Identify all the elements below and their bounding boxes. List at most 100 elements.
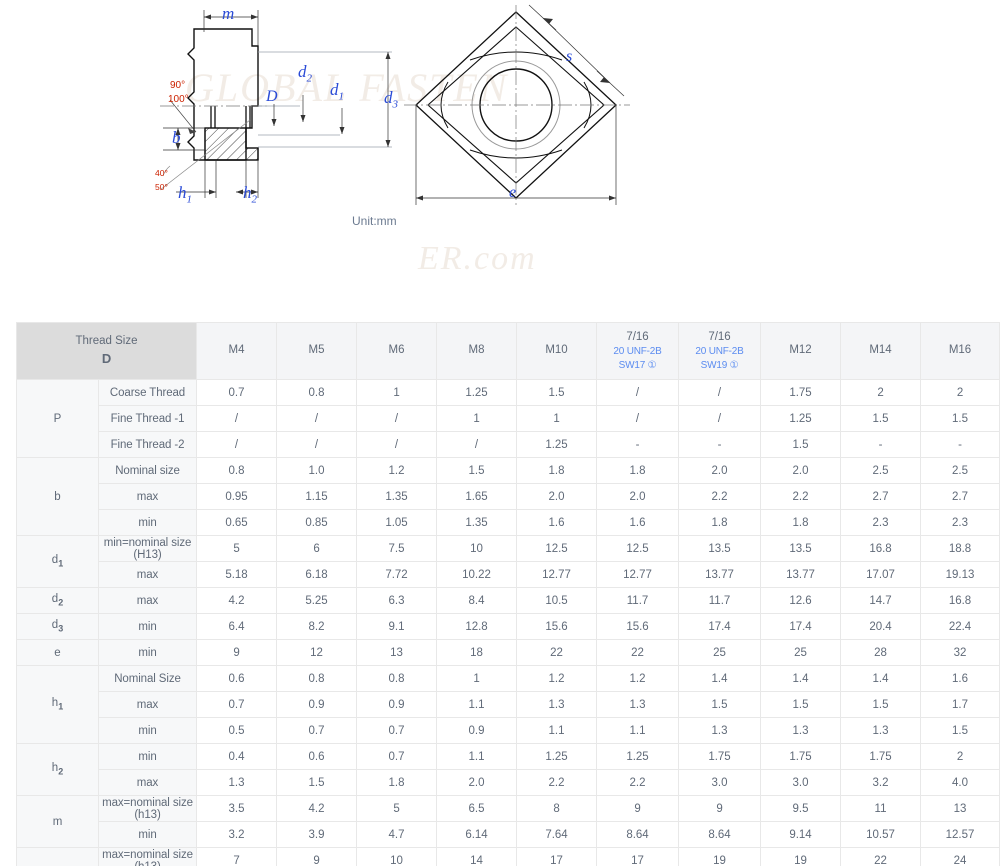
table-cell: 19.13 [920,561,1001,588]
table-cell: 1.65 [436,483,518,510]
table-cell: 1.25 [516,743,598,770]
table-cell: 2.5 [840,457,922,484]
table-cell: 2.2 [516,769,598,796]
row-sub-label: min [97,509,198,536]
dimension-label-d3: d3 [384,88,398,111]
watermark-left: GLOBAL FASTEN [185,65,509,110]
table-cell: 1.25 [516,431,598,458]
table-header: Thread Size D M4 M5 M6 M8 M10 7/16 20 UNF-2B SW… [15,322,1001,380]
row-group-subscript: 1 [58,701,64,712]
table-cell: 4.7 [356,821,438,848]
hatched-section [204,127,259,161]
table-cell: / [356,431,438,458]
dimension-s [528,4,625,97]
table-row: min 0.65 0.85 1.05 1.35 1.6 1.6 1.8 1.8 2.3 2.3 [17,509,1001,536]
row-sub-label: Fine Thread -1 [97,405,198,432]
table-cell: 0.65 [196,509,278,536]
table-row: d2 max 4.2 5.25 6.3 8.4 10.5 11.7 11.7 12.6 14.7 16… [16,587,1001,614]
table-row: min 0.5 0.7 0.7 0.9 1.1 1.1 1.3 1.3 1.3 1.5 [17,717,1001,744]
table-cell: 1 [356,379,438,406]
table-cell: / [436,431,518,458]
row-sub-label: Nominal Size [97,665,198,692]
header-size-main: M14 [869,344,892,357]
table-cell: / [276,405,358,432]
table-cell: 1.5 [516,379,598,406]
header-size-line2: 20 UNF-2B [695,346,744,358]
row-group-symbol-d2: d2 [16,587,99,614]
table-cell: 1.2 [596,665,680,692]
row-sub-label: max=nominal size (h13) [97,795,198,822]
table-cell: 11.7 [596,587,680,614]
table-cell: 2.5 [920,457,1001,484]
technical-drawing-area: GLOBAL FASTEN ER.com [0,0,1005,310]
table-cell: 1.6 [516,509,598,536]
table-cell: 2.0 [436,769,518,796]
table-cell: 1.5 [840,691,922,718]
table-cell: 1.3 [596,691,680,718]
table-cell: 13.5 [760,535,842,562]
row-group-subscript: 1 [58,558,64,569]
header-size-main: 7/16 [626,330,649,343]
row-group-symbol-b: b [16,457,99,536]
row-sub-label: max [97,587,198,614]
table-cell: - [678,431,762,458]
table-cell: 2 [920,379,1001,406]
dimension-label-d1: d1 [330,80,344,103]
dimension-d1-arrow [339,108,345,134]
table-cell: 12.77 [596,561,680,588]
table-cell: 1.15 [276,483,358,510]
table-cell: 0.7 [276,717,358,744]
table-cell: 3.2 [196,821,278,848]
table-cell: 1.4 [760,665,842,692]
table-cell: 1.5 [760,691,842,718]
row-group-symbol-h2: h2 [16,743,99,796]
row-sub-label: min [97,743,198,770]
table-cell: 22 [516,639,598,666]
table-cell: / [356,405,438,432]
table-cell: 1.1 [436,691,518,718]
table-cell: 1.4 [840,665,922,692]
table-cell: 13.5 [678,535,762,562]
table-row: d3 min 6.4 8.2 9.1 12.8 15.6 15.6 17.4 17.4 20.4 22… [16,613,1001,640]
table-cell: 6 [276,535,358,562]
table-cell: 7.5 [356,535,438,562]
thread-size-symbol: D [101,350,112,366]
table-cell: 3.0 [760,769,842,796]
angle-label-50: 50° [155,182,168,192]
table-cell: 1.8 [516,457,598,484]
dimension-h1-h2 [176,160,259,198]
table-cell: 3.5 [196,795,278,822]
table-cell: 8.64 [596,821,680,848]
table-cell: 2.3 [920,509,1001,536]
table-cell: 8.64 [678,821,762,848]
row-group-symbol-e: e [16,639,99,666]
table-cell: 1.7 [920,691,1001,718]
table-cell: 0.4 [196,743,278,770]
table-cell: 15.6 [516,613,598,640]
table-cell: 1.35 [356,483,438,510]
table-cell: 3.9 [276,821,358,848]
table-cell: 3.2 [840,769,922,796]
table-cell: 2.0 [760,457,842,484]
table-cell: 5 [196,535,278,562]
table-cell: 1.5 [276,769,358,796]
header-size-716-5: 7/16 20 UNF-2B SW17 ① [596,322,680,380]
table-cell: / [276,431,358,458]
table-cell: 4.0 [920,769,1001,796]
table-cell: 17 [516,847,598,866]
table-cell: 12.6 [760,587,842,614]
table-cell: 8.2 [276,613,358,640]
header-size-main: 7/16 [708,330,731,343]
table-cell: / [196,431,278,458]
table-cell: 9.1 [356,613,438,640]
dimension-label-m: m [222,4,235,23]
table-cell: 18.8 [920,535,1001,562]
table-cell: 9 [196,639,278,666]
plan-centerlines [404,5,630,205]
table-cell: 6.3 [356,587,438,614]
header-size-M8-3: M8 [436,322,518,380]
dimension-label-d2: d2 [298,62,312,85]
table-cell: 0.8 [356,665,438,692]
table-cell: 1 [516,405,598,432]
table-cell: 9 [596,795,680,822]
